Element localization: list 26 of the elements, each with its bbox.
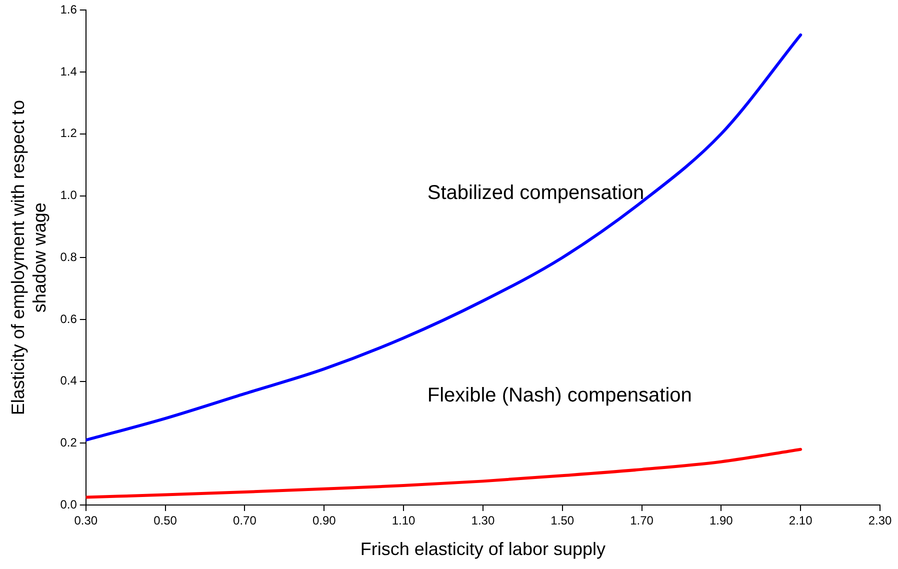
x-tick-label: 2.10 <box>788 514 813 528</box>
x-tick-label: 0.50 <box>154 514 178 528</box>
x-tick-label: 0.30 <box>74 514 98 528</box>
x-tick-label: 1.10 <box>392 514 416 528</box>
x-tick-label: 0.90 <box>312 514 336 528</box>
x-tick-label: 1.50 <box>550 514 574 528</box>
y-tick-label: 0.6 <box>60 312 78 326</box>
x-tick-label: 1.70 <box>630 514 654 528</box>
series-label: Stabilized compensation <box>427 182 644 204</box>
y-axis-title: Elasticity of employment with respect to shadow wage <box>8 100 50 416</box>
text: Flexible (Nash) compensation <box>427 384 692 407</box>
y-tick-label: 1.6 <box>60 2 78 17</box>
y-tick-label: 1.4 <box>60 64 78 78</box>
x-tick-label: 1.90 <box>709 514 734 528</box>
x-tick-label: 0.70 <box>233 514 257 528</box>
y-tick-label: 0.4 <box>60 374 78 388</box>
y-tick-label: 0.0 <box>60 497 78 512</box>
x-axis-title: Frisch elasticity of labor supply <box>360 539 606 560</box>
y-tick-label: 0.8 <box>60 250 78 264</box>
y-tick-label: 0.2 <box>60 435 78 450</box>
line-series <box>86 33 802 442</box>
y-tick-label: 1.0 <box>60 188 78 202</box>
x-tick-label: 1.30 <box>471 514 495 528</box>
x-tick-label: 2.30 <box>868 514 892 528</box>
line-series <box>86 448 802 499</box>
y-tick-label: 1.2 <box>60 126 78 140</box>
